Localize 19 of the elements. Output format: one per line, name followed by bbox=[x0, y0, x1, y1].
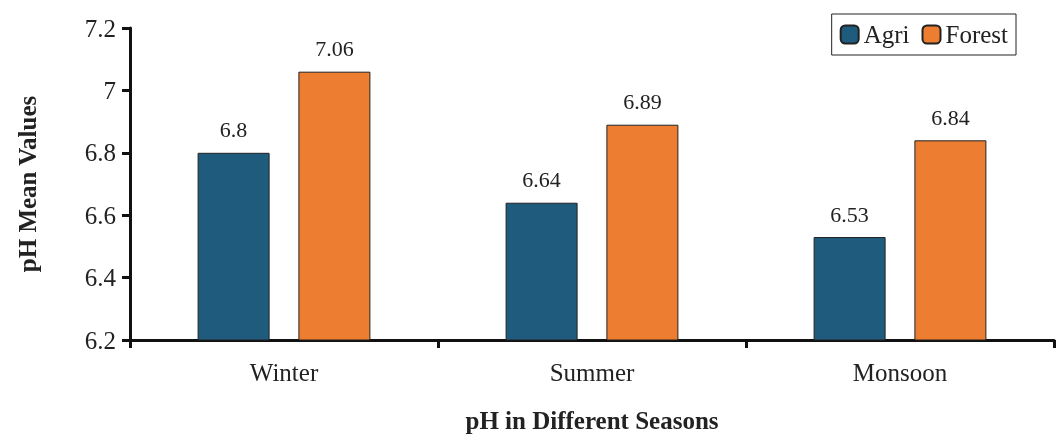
data-label: 6.89 bbox=[623, 89, 662, 115]
x-tick-label: Monsoon bbox=[852, 359, 948, 386]
y-axis-title: pH Mean Values bbox=[14, 95, 41, 273]
y-tick-label: 6.8 bbox=[84, 139, 116, 167]
y-tick-label: 7 bbox=[103, 76, 116, 104]
legend-label: Agri bbox=[863, 21, 910, 48]
data-label: 7.06 bbox=[315, 36, 354, 62]
data-label: 6.64 bbox=[522, 167, 561, 193]
y-tick-label: 7.2 bbox=[84, 14, 116, 42]
legend-label: Forest bbox=[945, 21, 1009, 48]
x-axis-title: pH in Different Seasons bbox=[465, 407, 719, 434]
y-tick-label: 6.4 bbox=[84, 264, 117, 292]
y-tick-label: 6.6 bbox=[84, 201, 116, 229]
y-tick-label: 6.2 bbox=[84, 326, 116, 354]
data-label: 6.8 bbox=[219, 117, 248, 143]
x-tick-label: Winter bbox=[249, 359, 319, 386]
data-label: 6.53 bbox=[830, 201, 869, 227]
data-label: 6.84 bbox=[931, 104, 970, 130]
x-tick-label: Summer bbox=[549, 359, 636, 386]
